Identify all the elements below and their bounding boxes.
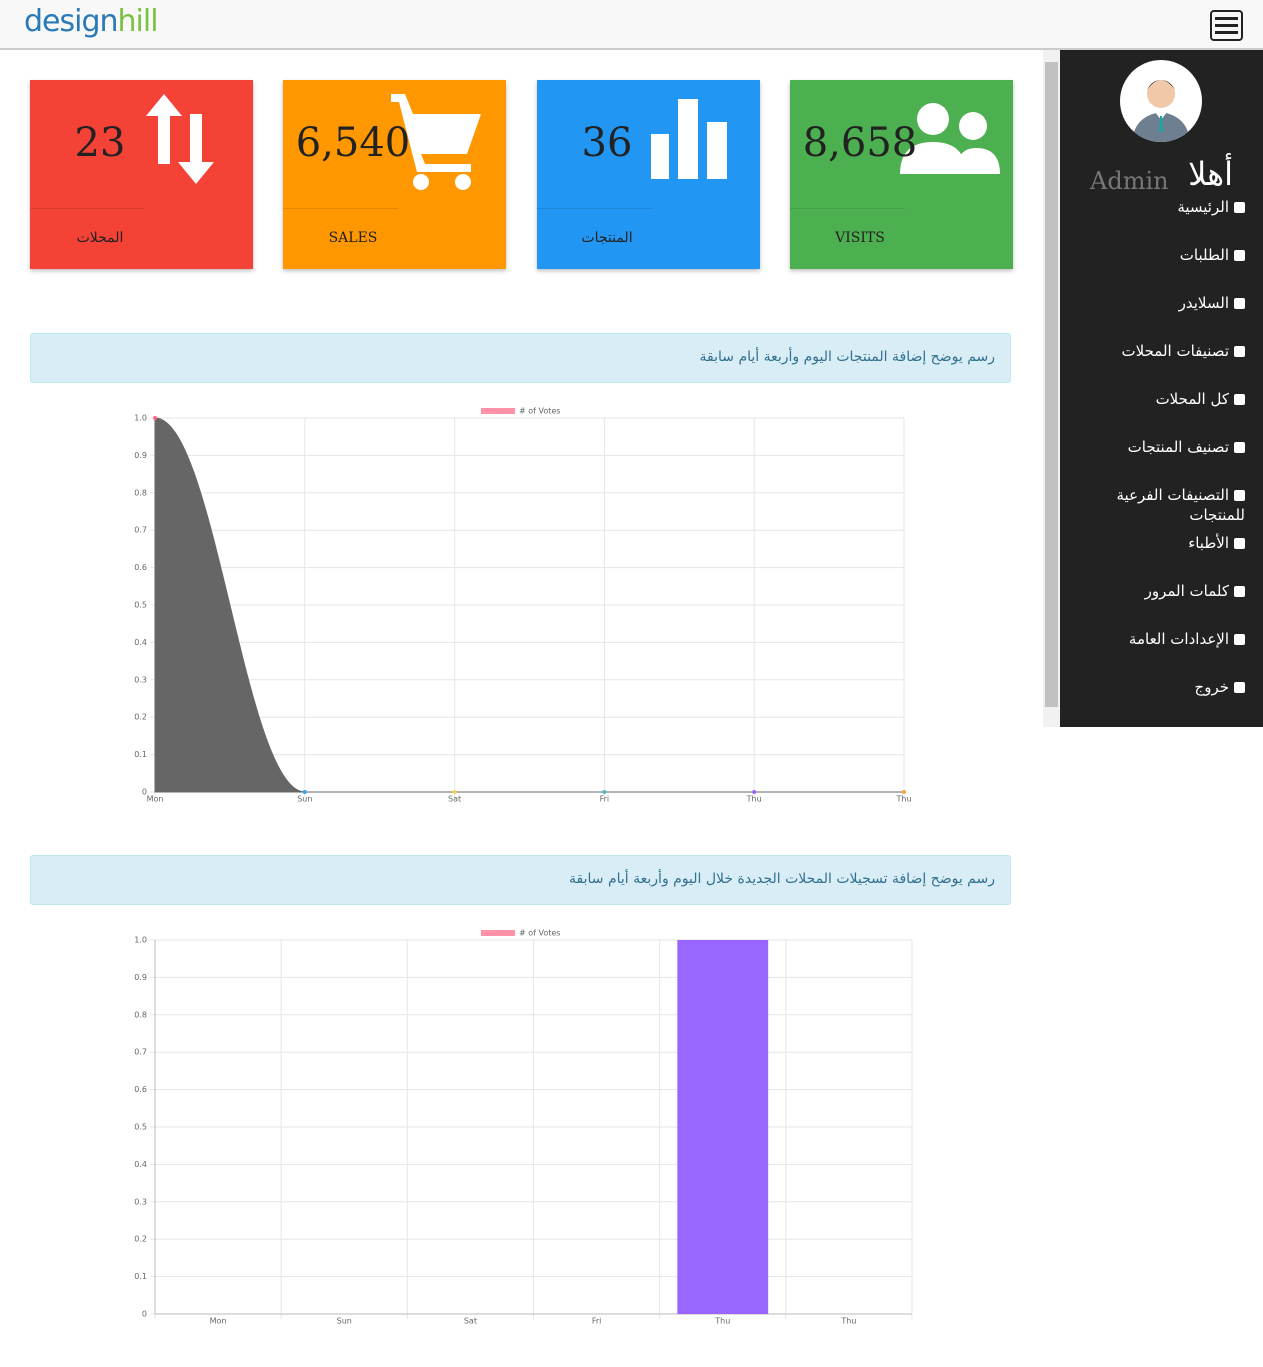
stat-label: VISITS bbox=[835, 230, 885, 246]
x-tick-label: Thu bbox=[840, 1317, 856, 1326]
y-tick-label: 0.1 bbox=[134, 1272, 147, 1281]
card-icon bbox=[391, 94, 481, 190]
stat-label: SALES bbox=[328, 230, 378, 246]
x-tick-label: Thu bbox=[895, 795, 911, 804]
legend-swatch bbox=[481, 408, 515, 414]
y-tick-label: 0.7 bbox=[134, 526, 147, 535]
point bbox=[302, 790, 307, 794]
logo-text: hill bbox=[117, 4, 159, 39]
x-tick-label: Sat bbox=[448, 795, 461, 804]
stat-card: 8,658 VISITS bbox=[790, 80, 1013, 269]
scrollbar[interactable] bbox=[1043, 50, 1060, 727]
stat-value: 6,540 bbox=[295, 120, 411, 166]
stat-label: المنتجات bbox=[581, 230, 633, 246]
user-name: Admin bbox=[1090, 167, 1169, 195]
sidebar: أهلا Admin الرئيسية الطلبات السلايدر تصنيفا… bbox=[1060, 50, 1263, 727]
menu-toggle[interactable] bbox=[1210, 10, 1243, 41]
menu-item[interactable]: خروج bbox=[1065, 677, 1245, 725]
y-tick-label: 0 bbox=[142, 788, 147, 797]
chart: 0 0.1 0.2 0.3 0.4 0.5 0.6 0.7 0.8 0.9 1.0 Mon Sun Sat… bbox=[134, 407, 911, 804]
stat-label: المحلات bbox=[76, 230, 124, 246]
y-tick-label: 0.9 bbox=[134, 973, 147, 982]
x-tick-label: Thu bbox=[714, 1317, 730, 1326]
point bbox=[153, 416, 157, 420]
y-tick-label: 0.4 bbox=[134, 1160, 147, 1169]
stat-card: 36 المنتجات bbox=[537, 80, 760, 269]
stat-value: 8,658 bbox=[802, 120, 918, 166]
x-tick-label: Sun bbox=[297, 795, 312, 804]
menu-item[interactable]: الرئيسية bbox=[1065, 197, 1245, 245]
logo[interactable]: designhill bbox=[24, 4, 159, 39]
stat-value: 36 bbox=[581, 120, 633, 166]
x-tick-label: Fri bbox=[592, 1317, 602, 1326]
y-tick-label: 1.0 bbox=[134, 414, 147, 423]
logo-text: design bbox=[24, 4, 119, 39]
y-tick-label: 0.9 bbox=[134, 451, 147, 460]
y-tick-label: 0.6 bbox=[134, 1085, 147, 1094]
point bbox=[602, 790, 607, 794]
point bbox=[752, 790, 757, 794]
panel-title: رسم يوضح إضافة تسجيلات المحلات الجديدة خ… bbox=[30, 855, 1011, 905]
x-tick-label: Sat bbox=[464, 1317, 477, 1326]
y-tick-label: 0.2 bbox=[134, 713, 147, 722]
menu: الرئيسية الطلبات السلايدر تصنيفات المحلات كل… bbox=[1065, 197, 1246, 725]
y-tick-label: 0.5 bbox=[134, 601, 147, 610]
menu-item[interactable]: السلايدر bbox=[1065, 293, 1245, 341]
point bbox=[452, 790, 457, 794]
y-tick-label: 0.4 bbox=[134, 638, 147, 647]
legend-label: # of Votes bbox=[519, 929, 560, 938]
point bbox=[902, 790, 906, 794]
bar bbox=[677, 940, 769, 1314]
y-tick-label: 0.8 bbox=[134, 488, 147, 497]
chart: 0 0.1 0.2 0.3 0.4 0.5 0.6 0.7 0.8 0.9 1.0 Mon Sun Sat… bbox=[134, 929, 913, 1326]
x-tick-label: Thu bbox=[746, 795, 762, 804]
stat-card: 23 المحلات bbox=[30, 80, 253, 269]
y-tick-label: 0.8 bbox=[134, 1010, 147, 1019]
y-tick-label: 1.0 bbox=[134, 936, 147, 945]
menu-item[interactable]: التصنيفات الفرعية للمنتجات bbox=[1065, 485, 1246, 533]
menu-item[interactable]: الأطباء bbox=[1065, 533, 1245, 581]
x-tick-label: Sun bbox=[337, 1317, 352, 1326]
y-tick-label: 0.2 bbox=[134, 1235, 147, 1244]
y-tick-label: 0.6 bbox=[134, 563, 147, 572]
menu-item[interactable]: الطلبات bbox=[1065, 245, 1245, 293]
stat-value: 23 bbox=[74, 120, 126, 166]
avatar bbox=[1120, 60, 1202, 142]
welcome: أهلا bbox=[1188, 155, 1233, 193]
menu-item[interactable]: تصنيف المنتجات bbox=[1065, 437, 1245, 485]
x-tick-label: Mon bbox=[147, 795, 164, 804]
menu-item[interactable]: كل المحلات bbox=[1065, 389, 1245, 437]
card-icon bbox=[146, 94, 214, 184]
area bbox=[154, 417, 904, 793]
x-tick-label: Mon bbox=[210, 1317, 227, 1326]
y-tick-label: 0.7 bbox=[134, 1048, 147, 1057]
x-tick-label: Fri bbox=[600, 795, 610, 804]
card-icon bbox=[651, 99, 727, 179]
y-tick-label: 0.5 bbox=[134, 1123, 147, 1132]
y-tick-label: 0.3 bbox=[134, 1197, 147, 1206]
header: designhill bbox=[0, 0, 1263, 50]
panel-title: رسم يوضح إضافة المنتجات اليوم وأربعة أيا… bbox=[30, 333, 1011, 383]
y-tick-label: 0.1 bbox=[134, 750, 147, 759]
y-tick-label: 0 bbox=[142, 1310, 147, 1319]
menu-item[interactable]: تصنيفات المحلات bbox=[1065, 341, 1245, 389]
stat-card: 6,540 SALES bbox=[283, 80, 506, 269]
y-tick-label: 0.3 bbox=[134, 675, 147, 684]
legend-swatch bbox=[481, 930, 515, 936]
legend-label: # of Votes bbox=[519, 407, 560, 416]
menu-item[interactable]: الإعدادات العامة bbox=[1065, 629, 1245, 677]
menu-item[interactable]: كلمات المرور bbox=[1065, 581, 1245, 629]
card-icon bbox=[900, 103, 1000, 174]
